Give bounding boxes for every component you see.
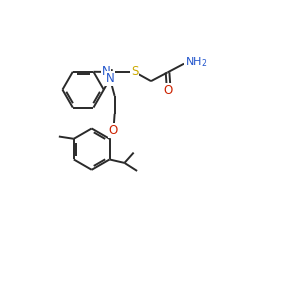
Text: O: O — [163, 83, 172, 97]
Text: O: O — [109, 124, 118, 137]
Text: S: S — [131, 66, 138, 78]
Text: N: N — [106, 72, 114, 85]
Text: NH$_2$: NH$_2$ — [185, 56, 208, 69]
Text: N: N — [102, 65, 110, 78]
